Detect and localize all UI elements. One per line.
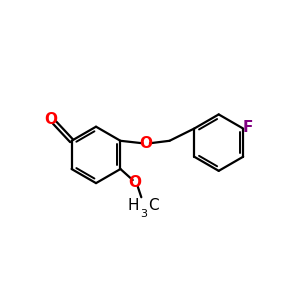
- Text: O: O: [129, 175, 142, 190]
- Text: 3: 3: [140, 209, 147, 219]
- Text: H: H: [128, 198, 139, 213]
- Text: F: F: [243, 120, 253, 135]
- Text: O: O: [44, 112, 57, 128]
- Text: O: O: [140, 136, 153, 151]
- Text: C: C: [148, 198, 159, 213]
